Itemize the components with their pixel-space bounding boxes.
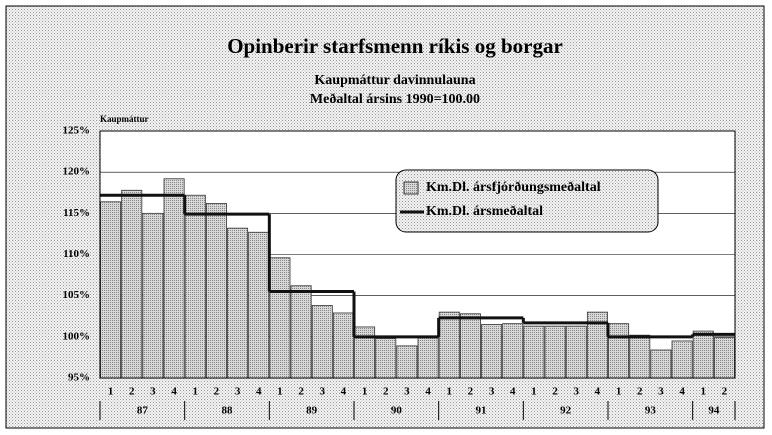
x-tick-label: 2 <box>383 386 389 398</box>
year-label: 92 <box>560 405 572 417</box>
x-tick-label: 2 <box>214 386 220 398</box>
bar <box>290 285 312 379</box>
year-label: 90 <box>391 405 403 417</box>
x-tick-label: 4 <box>679 386 685 398</box>
bar <box>142 212 164 379</box>
chart-title: Opinberir starfsmenn ríkis og borgar <box>227 34 563 58</box>
legend-swatch <box>403 181 419 195</box>
x-tick-label: 1 <box>193 386 199 398</box>
bar <box>311 305 333 379</box>
bar <box>481 324 503 379</box>
legend-label: Km.Dl. ársmeðaltal <box>426 203 543 219</box>
year-label: 87 <box>137 405 149 417</box>
bar <box>121 189 143 379</box>
bar <box>354 326 376 379</box>
x-tick-label: 3 <box>235 386 241 398</box>
year-label: 89 <box>306 405 318 417</box>
bar <box>502 323 524 379</box>
y-tick-label: 120% <box>63 166 91 178</box>
y-tick-label: 100% <box>63 330 91 342</box>
bar <box>100 201 122 379</box>
subtitle: Kaupmáttur davinnulauna <box>314 73 475 88</box>
bar <box>269 257 291 379</box>
x-tick-label: 3 <box>320 386 326 398</box>
bar <box>227 227 249 379</box>
bar <box>565 325 587 379</box>
bar <box>438 311 460 379</box>
bar <box>544 325 566 379</box>
subtitle: Meðaltal ársins 1990=100.00 <box>310 91 480 107</box>
bar <box>671 340 693 379</box>
x-tick-label: 2 <box>298 386 304 398</box>
year-label: 94 <box>708 405 720 417</box>
bar <box>396 345 418 379</box>
x-tick-label: 2 <box>552 386 558 398</box>
plot-frame <box>99 130 736 379</box>
y-axis-label: Kaupmáttur <box>100 114 149 124</box>
bar <box>459 313 481 379</box>
x-tick-label: 2 <box>468 386 474 398</box>
x-tick-label: 1 <box>701 386 707 398</box>
x-tick-label: 4 <box>595 386 601 398</box>
x-tick-label: 4 <box>171 386 177 398</box>
x-tick-label: 1 <box>531 386 537 398</box>
bar <box>248 231 270 379</box>
bar <box>713 337 735 379</box>
bar <box>205 203 227 379</box>
bar <box>375 338 397 379</box>
x-tick-label: 4 <box>425 386 431 398</box>
bar <box>332 312 354 379</box>
x-tick-label: 3 <box>658 386 664 398</box>
x-tick-label: 3 <box>404 386 410 398</box>
x-tick-label: 4 <box>510 386 516 398</box>
x-tick-label: 2 <box>129 386 135 398</box>
x-tick-label: 3 <box>150 386 156 398</box>
bar <box>692 330 714 379</box>
bar <box>608 323 630 379</box>
y-tick-label: 105% <box>63 289 91 301</box>
x-tick-label: 1 <box>447 386 453 398</box>
bar <box>629 334 651 379</box>
x-tick-label: 1 <box>362 386 368 398</box>
legend-label: Km.Dl. ársfjórðungsmeðaltal <box>426 179 601 195</box>
y-tick-label: 115% <box>63 207 90 219</box>
x-tick-label: 3 <box>489 386 495 398</box>
bar <box>650 349 672 379</box>
year-label: 93 <box>645 405 657 417</box>
bar <box>523 325 545 379</box>
year-label: 91 <box>476 405 487 417</box>
x-tick-label: 3 <box>574 386 580 398</box>
x-tick-label: 4 <box>256 386 262 398</box>
x-tick-label: 1 <box>108 386 114 398</box>
year-label: 88 <box>222 405 234 417</box>
legend <box>395 169 659 233</box>
x-tick-label: 4 <box>341 386 347 398</box>
bar <box>163 178 185 379</box>
bar <box>184 194 206 379</box>
x-tick-label: 1 <box>277 386 283 398</box>
bar <box>417 336 439 379</box>
y-tick-label: 95% <box>68 372 90 384</box>
y-tick-label: 125% <box>63 125 91 137</box>
x-tick-label: 1 <box>616 386 622 398</box>
y-tick-label: 110% <box>63 248 90 260</box>
x-tick-label: 2 <box>637 386 643 398</box>
x-tick-label: 2 <box>722 386 728 398</box>
